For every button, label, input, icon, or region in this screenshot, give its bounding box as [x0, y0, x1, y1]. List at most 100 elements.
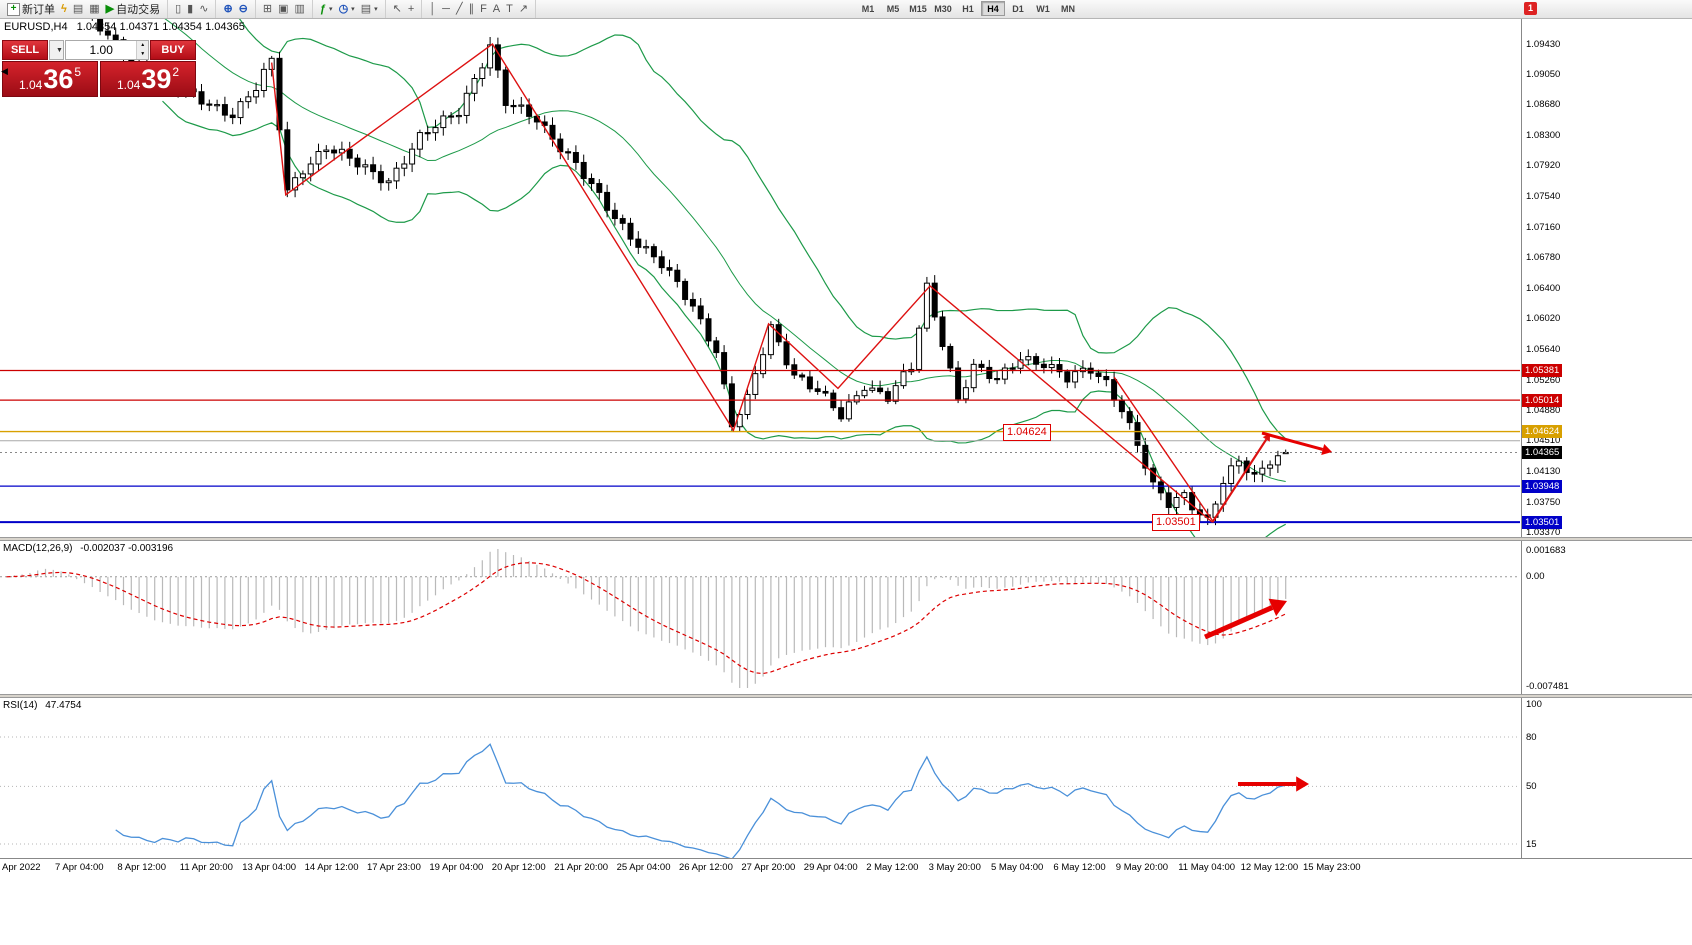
zoom-in-button[interactable]: ⊕	[220, 1, 235, 17]
macd-name: MACD(12,26,9)	[3, 543, 73, 554]
time-axis-label: 27 Apr 20:00	[741, 862, 796, 873]
text-button[interactable]: A	[490, 1, 503, 17]
panel-separator[interactable]	[0, 694, 1692, 698]
panel-separator[interactable]	[0, 537, 1692, 541]
time-axis-label: 12 May 12:00	[1240, 862, 1299, 873]
sell-price-box[interactable]: 1.04 36 5	[2, 61, 98, 97]
rsi-panel-canvas[interactable]	[0, 698, 1520, 858]
templates-button[interactable]: ▤ ▾	[358, 1, 381, 17]
timeframe-h4[interactable]: H4	[981, 1, 1005, 16]
forecast-arrow-head	[1321, 443, 1332, 455]
time-axis-label: 13 Apr 04:00	[242, 862, 297, 873]
candlestick-chart-button[interactable]: ▮	[184, 1, 196, 17]
sell-price-big: 36	[43, 63, 74, 94]
forecast-arrow[interactable]	[1261, 431, 1324, 451]
periods-button[interactable]: ◷ ▾	[336, 1, 358, 17]
fibonacci-button[interactable]: F	[477, 1, 490, 17]
panel-collapse-icon[interactable]: ◀	[1, 66, 8, 76]
timeframe-w1[interactable]: W1	[1031, 1, 1055, 16]
timeframe-d1[interactable]: D1	[1006, 1, 1030, 16]
rsi-scale-50: 50	[1526, 781, 1537, 793]
time-axis-label: 11 Apr 20:00	[179, 862, 233, 873]
trendline-button[interactable]: ╱	[453, 1, 466, 17]
insert-group: ƒ ▾ ◷ ▾ ▤ ▾	[313, 0, 386, 18]
volume-field: ▲ ▼	[65, 40, 149, 60]
line-chart-button[interactable]: ∿	[196, 1, 211, 17]
price-scale-label: 1.07920	[1526, 160, 1561, 172]
macd-arrow[interactable]	[1203, 605, 1274, 640]
zigzag-line[interactable]	[271, 42, 1213, 523]
zoom-out-button[interactable]: ⊖	[236, 1, 251, 17]
volume-down-button[interactable]: ▼	[137, 50, 148, 59]
time-axis[interactable]: Apr 2022 7 Apr 04:00 8 Apr 12:00 11 Apr 20:…	[0, 858, 1692, 877]
chart-window-icon[interactable]: ▦	[86, 1, 102, 17]
price-axis[interactable]: 1.09430 1.09050 1.08680 1.08300 1.07920 1.075…	[1521, 18, 1692, 858]
sell-button[interactable]: SELL	[2, 40, 48, 60]
cursor-button[interactable]: ↖	[390, 1, 405, 17]
timeframe-m1[interactable]: M1	[856, 1, 880, 16]
horizontal-line-button-glyph: ─	[442, 2, 450, 15]
tile-windows-button[interactable]: ⊞	[260, 1, 275, 17]
crosshair-button[interactable]: +	[405, 1, 417, 17]
print-icon[interactable]: ▤	[70, 1, 86, 17]
autotrading-button[interactable]: ▶ 自动交易	[103, 1, 163, 17]
time-axis-label: 7 Apr 04:00	[55, 862, 104, 873]
quick-trade-icon[interactable]: ϟ	[58, 1, 70, 17]
price-scale-badge[interactable]: 1.04365	[1522, 445, 1563, 459]
buy-price-box[interactable]: 1.04 39 2	[100, 61, 196, 97]
rsi-line	[115, 743, 1286, 858]
rsi-label: RSI(14) 47.4754	[3, 700, 81, 711]
cascade-windows-button[interactable]: ▣	[275, 1, 291, 17]
vertical-line-button[interactable]: │	[426, 1, 439, 17]
rsi-scale-80: 80	[1526, 731, 1537, 743]
timeframe-m15[interactable]: M15	[906, 1, 930, 16]
price-scale-badge[interactable]: 1.05014	[1522, 393, 1563, 407]
price-scale-label: 1.07160	[1526, 221, 1561, 233]
time-axis-label: 29 Apr 04:00	[803, 862, 858, 873]
channel-button[interactable]: ∥	[466, 1, 478, 17]
price-scale-badge[interactable]: 1.05381	[1522, 364, 1563, 378]
price-annotation[interactable]: 1.03501	[1152, 514, 1200, 532]
price-scale-label: 1.09430	[1526, 38, 1561, 50]
indicators-button-glyph: ƒ	[319, 2, 327, 15]
chart-symbol-period: EURUSD,H4	[4, 21, 68, 33]
price-annotation[interactable]: 1.04624	[1003, 423, 1051, 441]
volume-up-button[interactable]: ▲	[137, 41, 148, 50]
timeframe-m5[interactable]: M5	[881, 1, 905, 16]
line-chart-button-glyph: ∿	[199, 2, 209, 15]
time-axis-label: 8 Apr 12:00	[117, 862, 166, 873]
arrows-button[interactable]: ↗	[516, 1, 531, 17]
indicators-button[interactable]: ƒ ▾	[317, 1, 336, 17]
macd-scale-top: 0.001683	[1526, 545, 1566, 556]
price-scale-badge[interactable]: 1.04624	[1522, 425, 1563, 439]
arrange-windows-button[interactable]: ▥	[292, 1, 308, 17]
label-button[interactable]: T	[503, 1, 516, 17]
timeframe-h1[interactable]: H1	[956, 1, 980, 16]
new-order-button[interactable]: + 新订单	[4, 1, 58, 17]
price-scale-badge[interactable]: 1.03501	[1522, 515, 1563, 529]
buy-button[interactable]: BUY	[150, 40, 196, 60]
new-order-button-label: 新订单	[22, 4, 55, 16]
horizontal-line-button[interactable]: ─	[439, 1, 453, 17]
price-scale-label: 1.09050	[1526, 69, 1561, 81]
price-scale-badge[interactable]: 1.03948	[1522, 479, 1563, 493]
file-group: + 新订单 ϟ ▤ ▦ ▶ 自动交易	[0, 0, 169, 18]
macd-panel-canvas[interactable]	[0, 541, 1520, 694]
notification-badge-icon[interactable]: 1	[1524, 2, 1537, 15]
time-axis-label: 20 Apr 12:00	[491, 862, 546, 873]
time-axis-label: 17 Apr 23:00	[367, 862, 421, 873]
order-type-dropdown[interactable]: ▼	[49, 40, 64, 60]
trend-segment[interactable]	[1113, 376, 1213, 522]
main-chart-canvas[interactable]	[0, 18, 1520, 538]
bollinger-lower	[162, 100, 1286, 538]
bar-chart-button[interactable]: ▯	[172, 1, 184, 17]
projection-arrow[interactable]	[1211, 438, 1268, 523]
sell-price-pip: 5	[74, 65, 82, 79]
volume-input[interactable]	[66, 41, 137, 59]
timeframe-m30[interactable]: M30	[931, 1, 955, 16]
macd-histogram	[13, 549, 1287, 688]
timeframe-mn[interactable]: MN	[1056, 1, 1080, 16]
macd-scale-zero: 0.00	[1526, 570, 1545, 582]
time-axis-label: 21 Apr 20:00	[554, 862, 609, 873]
